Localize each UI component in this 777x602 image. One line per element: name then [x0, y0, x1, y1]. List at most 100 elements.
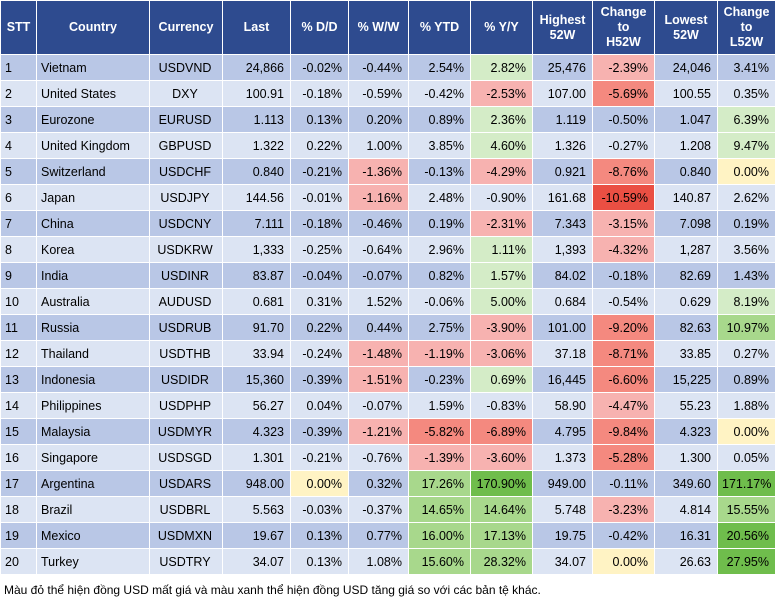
table-row: 5 Switzerland USDCHF 0.840 -0.21% -1.36% -0.13… — [0, 158, 776, 185]
header-chl-line3: L52W — [729, 35, 764, 49]
cell-change-h52w: -0.54% — [592, 288, 655, 315]
cell-last: 1,333 — [222, 236, 291, 263]
cell-last: 1.301 — [222, 444, 291, 471]
cell-change-l52w: 0.19% — [717, 210, 776, 237]
header-chl-line1: Change — [723, 5, 770, 19]
cell-change-l52w: 0.05% — [717, 444, 776, 471]
header-lowest-52w: Lowest 52W — [654, 0, 718, 55]
cell-ww: -0.59% — [348, 80, 409, 107]
header-stt: STT — [0, 0, 37, 55]
cell-stt: 2 — [0, 80, 37, 107]
header-highest-line2: 52W — [549, 27, 576, 42]
header-chh-line2: to — [617, 20, 630, 34]
cell-stt: 18 — [0, 496, 37, 523]
cell-stt: 16 — [0, 444, 37, 471]
cell-last: 15,360 — [222, 366, 291, 393]
cell-ytd: 2.48% — [408, 184, 471, 211]
header-chh-line1: Change — [600, 5, 647, 19]
cell-currency: USDTRY — [149, 548, 223, 575]
cell-country: Thailand — [36, 340, 150, 367]
cell-highest-52w: 1.373 — [532, 444, 593, 471]
cell-stt: 3 — [0, 106, 37, 133]
cell-last: 144.56 — [222, 184, 291, 211]
header-dd: % D/D — [290, 0, 349, 55]
header-ytd: % YTD — [408, 0, 471, 55]
header-change-l52w: Change to L52W — [717, 0, 776, 55]
cell-last: 33.94 — [222, 340, 291, 367]
header-chl-line2: to — [740, 20, 753, 34]
cell-highest-52w: 101.00 — [532, 314, 593, 341]
cell-ww: 0.77% — [348, 522, 409, 549]
table-row: 10 Australia AUDUSD 0.681 0.31% 1.52% -0.06% 5.… — [0, 288, 776, 315]
cell-country: Indonesia — [36, 366, 150, 393]
cell-currency: USDMYR — [149, 418, 223, 445]
cell-ytd: 3.85% — [408, 132, 471, 159]
cell-change-h52w: -0.50% — [592, 106, 655, 133]
cell-stt: 1 — [0, 54, 37, 81]
cell-country: Russia — [36, 314, 150, 341]
cell-yy: 1.11% — [470, 236, 533, 263]
cell-ww: 0.32% — [348, 470, 409, 497]
cell-highest-52w: 0.921 — [532, 158, 593, 185]
cell-country: Brazil — [36, 496, 150, 523]
cell-change-l52w: 27.95% — [717, 548, 776, 575]
cell-currency: USDRUB — [149, 314, 223, 341]
cell-change-l52w: 20.56% — [717, 522, 776, 549]
cell-ww: -0.46% — [348, 210, 409, 237]
cell-highest-52w: 16,445 — [532, 366, 593, 393]
table-body: 1 Vietnam USDVND 24,866 -0.02% -0.44% 2.54% 2.8… — [0, 54, 776, 575]
cell-country: Switzerland — [36, 158, 150, 185]
cell-highest-52w: 4.795 — [532, 418, 593, 445]
cell-currency: GBPUSD — [149, 132, 223, 159]
cell-stt: 15 — [0, 418, 37, 445]
cell-ytd: 15.60% — [408, 548, 471, 575]
footnote: Màu đỏ thể hiện đồng USD mất giá và màu … — [4, 583, 541, 597]
cell-country: Argentina — [36, 470, 150, 497]
cell-ytd: -0.42% — [408, 80, 471, 107]
cell-dd: -0.04% — [290, 262, 349, 289]
fx-table: STT Country Currency Last % D/D % W/W % … — [0, 0, 776, 575]
cell-country: Japan — [36, 184, 150, 211]
cell-ytd: 14.65% — [408, 496, 471, 523]
cell-lowest-52w: 26.63 — [654, 548, 718, 575]
cell-stt: 17 — [0, 470, 37, 497]
cell-lowest-52w: 24,046 — [654, 54, 718, 81]
cell-stt: 9 — [0, 262, 37, 289]
cell-currency: USDCHF — [149, 158, 223, 185]
cell-last: 5.563 — [222, 496, 291, 523]
cell-change-l52w: 15.55% — [717, 496, 776, 523]
cell-ww: -1.16% — [348, 184, 409, 211]
cell-ww: -0.07% — [348, 392, 409, 419]
cell-country: China — [36, 210, 150, 237]
table-row: 14 Philippines USDPHP 56.27 0.04% -0.07% 1.59%… — [0, 392, 776, 419]
cell-currency: USDBRL — [149, 496, 223, 523]
cell-yy: -6.89% — [470, 418, 533, 445]
cell-dd: 0.13% — [290, 548, 349, 575]
cell-yy: 2.82% — [470, 54, 533, 81]
table-row: 7 China USDCNY 7.111 -0.18% -0.46% 0.19% -2.31%… — [0, 210, 776, 237]
cell-stt: 7 — [0, 210, 37, 237]
table-row: 2 United States DXY 100.91 -0.18% -0.59% -0.42… — [0, 80, 776, 107]
cell-change-h52w: -8.76% — [592, 158, 655, 185]
table-row: 13 Indonesia USDIDR 15,360 -0.39% -1.51% -0.23… — [0, 366, 776, 393]
cell-dd: -0.01% — [290, 184, 349, 211]
cell-currency: USDINR — [149, 262, 223, 289]
cell-dd: 0.13% — [290, 522, 349, 549]
cell-ww: -1.51% — [348, 366, 409, 393]
cell-currency: DXY — [149, 80, 223, 107]
cell-ww: 1.08% — [348, 548, 409, 575]
cell-change-l52w: 0.35% — [717, 80, 776, 107]
cell-ww: 1.00% — [348, 132, 409, 159]
cell-currency: USDCNY — [149, 210, 223, 237]
cell-last: 24,866 — [222, 54, 291, 81]
cell-currency: USDSGD — [149, 444, 223, 471]
cell-change-l52w: 171.17% — [717, 470, 776, 497]
cell-ytd: -0.13% — [408, 158, 471, 185]
table-row: 6 Japan USDJPY 144.56 -0.01% -1.16% 2.48% -0.90… — [0, 184, 776, 211]
table-row: 15 Malaysia USDMYR 4.323 -0.39% -1.21% -5.82% -… — [0, 418, 776, 445]
header-highest-line1: Highest — [539, 12, 586, 27]
cell-ww: -0.44% — [348, 54, 409, 81]
header-lowest-line1: Lowest — [664, 12, 708, 27]
cell-last: 7.111 — [222, 210, 291, 237]
cell-lowest-52w: 0.629 — [654, 288, 718, 315]
